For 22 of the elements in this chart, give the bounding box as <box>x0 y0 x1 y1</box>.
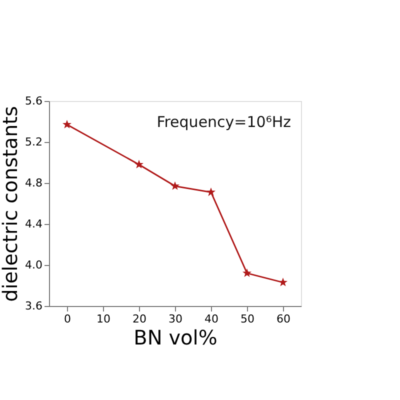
point <box>278 278 288 286</box>
y-axis-title: dielectric constants <box>0 106 22 302</box>
x-tick-label: 30 <box>168 312 182 326</box>
point <box>206 187 216 196</box>
x-tick-label: 60 <box>276 312 290 326</box>
y-tick-label: 4.0 <box>25 258 42 272</box>
y-tick-label: 4.4 <box>25 218 42 230</box>
point <box>62 120 72 128</box>
y-tick-label: 5.2 <box>25 136 42 148</box>
y-tick-label: 3.6 <box>25 300 42 312</box>
x-axis-title: BN vol% <box>134 326 218 350</box>
x-tick-label: 20 <box>132 312 146 326</box>
point <box>242 268 252 278</box>
y-tick-label: 4.8 <box>25 176 42 190</box>
annotation: Frequency=10⁶Hz <box>156 113 292 131</box>
x-tick-label: 0 <box>64 312 71 326</box>
point <box>170 181 180 190</box>
y-tick-label: 5.6 <box>25 94 42 108</box>
x-tick-label: 40 <box>204 312 218 326</box>
point <box>134 160 144 168</box>
x-tick-label: 10 <box>96 312 110 326</box>
x-tick-label: 50 <box>240 312 254 326</box>
